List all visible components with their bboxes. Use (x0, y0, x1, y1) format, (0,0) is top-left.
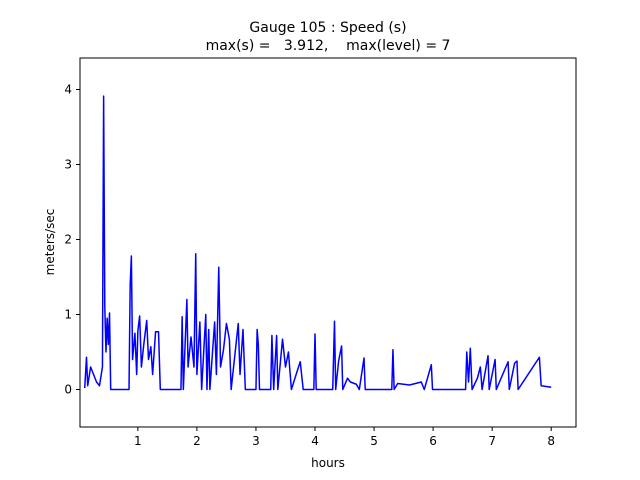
y-tick-label: 1 (64, 308, 72, 322)
y-tick-label: 3 (64, 158, 72, 172)
x-tick-label: 5 (370, 434, 378, 448)
x-axis-label: hours (311, 456, 345, 470)
x-tick-label: 3 (252, 434, 260, 448)
data-line (83, 95, 552, 391)
x-tick-label: 2 (193, 434, 201, 448)
y-tick-label: 0 (64, 383, 72, 397)
x-tick-label: 8 (547, 434, 555, 448)
x-tick-label: 6 (429, 434, 437, 448)
x-tick-label: 1 (134, 434, 142, 448)
chart-title: Gauge 105 : Speed (s) (249, 20, 406, 36)
x-tick-label: 7 (488, 434, 496, 448)
chart-subtitle: max(s) = 3.912, max(level) = 7 (206, 38, 451, 54)
y-axis-label: meters/sec (43, 209, 57, 276)
x-tick-label: 4 (311, 434, 319, 448)
y-tick-label: 2 (64, 233, 72, 247)
y-tick-label: 4 (64, 83, 72, 97)
plot-frame (79, 57, 577, 428)
